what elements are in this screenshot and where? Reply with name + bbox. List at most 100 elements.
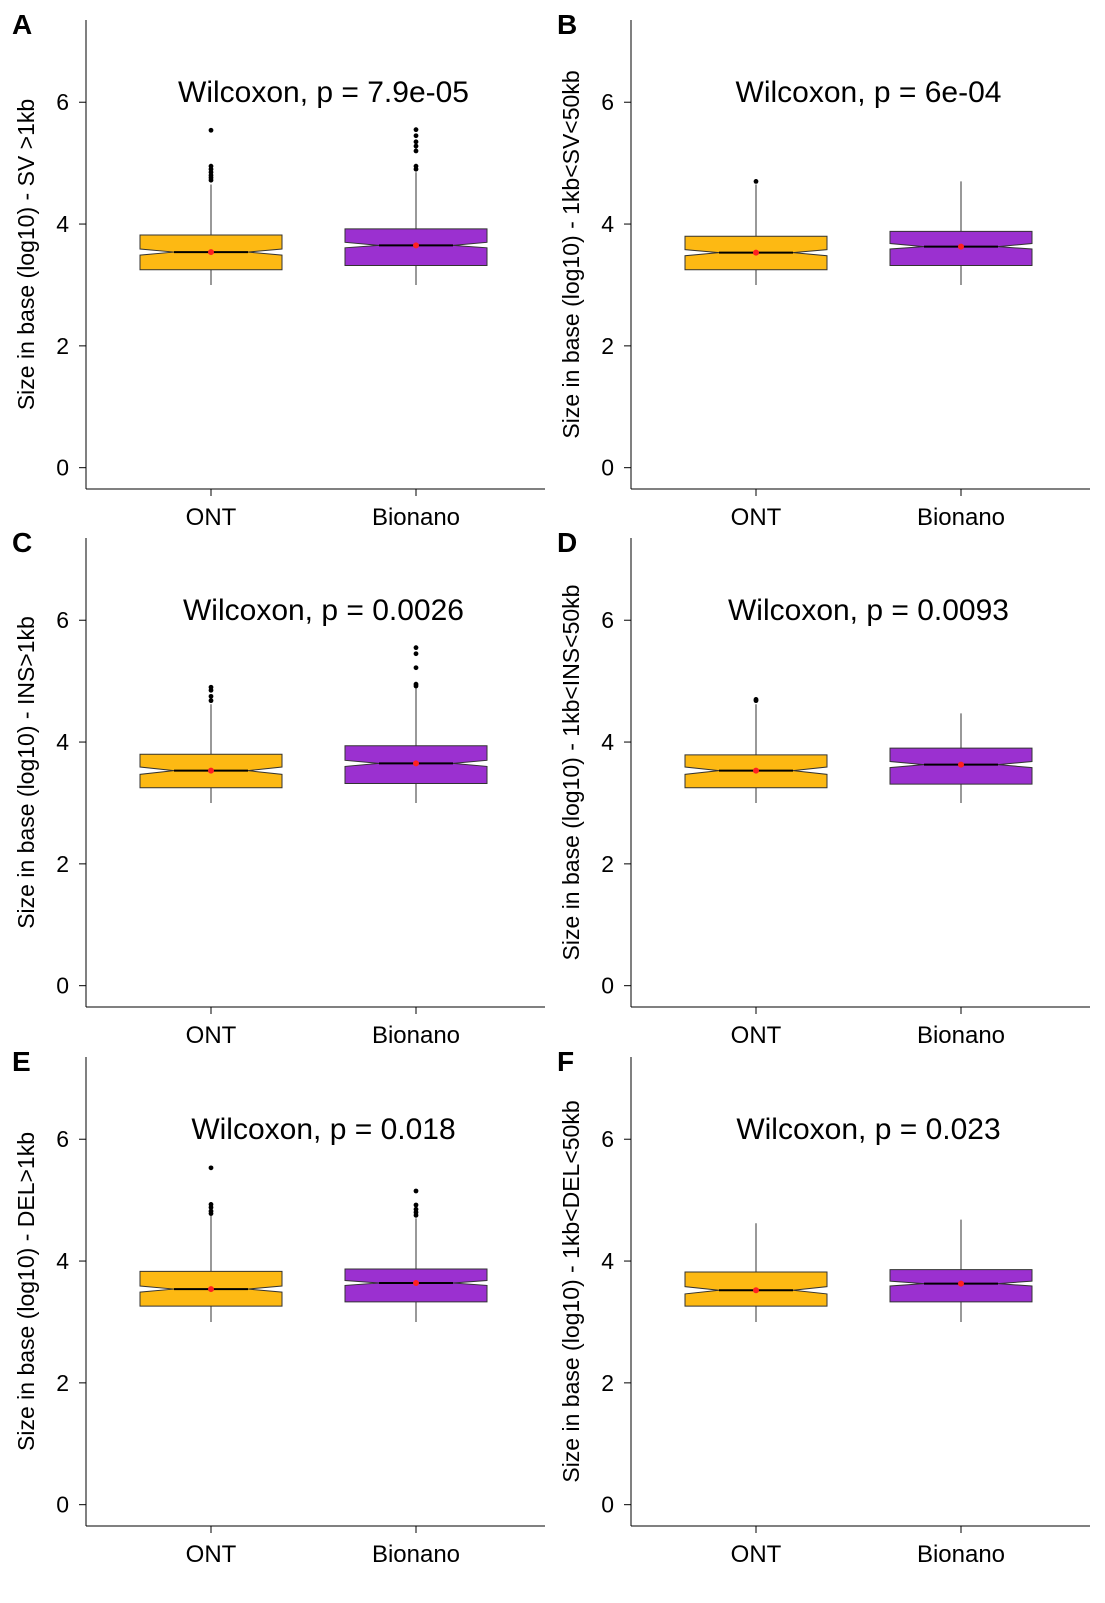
wilcoxon-annotation: Wilcoxon, p = 7.9e-05 xyxy=(178,76,469,109)
y-tick-label: 2 xyxy=(56,1370,69,1396)
wilcoxon-annotation: Wilcoxon, p = 0.0026 xyxy=(183,594,464,627)
y-tick-label: 4 xyxy=(56,211,69,237)
y-tick-label: 0 xyxy=(601,455,614,481)
x-category-label: ONT xyxy=(186,1022,237,1049)
outlier-point xyxy=(208,684,214,690)
box-bionano xyxy=(889,181,1033,285)
y-tick-label: 6 xyxy=(601,1126,614,1152)
boxplot-svg: A 0 2 4 6 Size in base (log10) - SV >1kb Wilco… xyxy=(12,9,545,531)
outlier-point xyxy=(413,1188,419,1194)
box-ont xyxy=(139,684,283,803)
panel-letter: B xyxy=(557,9,577,40)
y-tick-label: 2 xyxy=(601,1370,614,1396)
x-category-label: Bionano xyxy=(917,1022,1005,1049)
x-category-label: ONT xyxy=(186,1541,237,1568)
y-tick-label: 4 xyxy=(56,729,69,755)
x-category-label: ONT xyxy=(186,504,237,531)
box-bionano xyxy=(344,127,488,285)
outlier-point xyxy=(413,1206,419,1212)
y-axis-label: Size in base (log10) - 1kb<INS<50kb xyxy=(558,585,584,961)
boxplot-svg: E 0 2 4 6 Size in base (log10) - DEL>1kb Wilco… xyxy=(12,1046,545,1568)
panel-letter: F xyxy=(557,1046,574,1077)
y-axis-label: Size in base (log10) - SV >1kb xyxy=(13,99,39,410)
boxplot-svg: F 0 2 4 6 Size in base (log10) - 1kb<DEL<50kb… xyxy=(557,1046,1090,1568)
x-category-label: ONT xyxy=(731,1022,782,1049)
y-tick-label: 2 xyxy=(56,851,69,877)
mean-marker xyxy=(753,249,759,256)
panel-letter: E xyxy=(12,1046,31,1077)
outlier-point xyxy=(753,697,759,702)
y-tick-label: 4 xyxy=(601,211,614,237)
y-tick-label: 4 xyxy=(56,1248,69,1274)
y-tick-label: 6 xyxy=(601,607,614,633)
chart-panel-a: A 0 2 4 6 Size in base (log10) - SV >1kb Wilco… xyxy=(0,0,552,534)
y-tick-label: 0 xyxy=(56,973,69,999)
y-tick-label: 2 xyxy=(601,851,614,877)
mean-marker xyxy=(958,243,964,250)
boxplot-svg: C 0 2 4 6 Size in base (log10) - INS>1kb Wilco… xyxy=(12,527,545,1049)
y-tick-label: 0 xyxy=(601,1492,614,1518)
outlier-point xyxy=(413,139,419,145)
chart-panel-b: B 0 2 4 6 Size in base (log10) - 1kb<SV<50kb W… xyxy=(545,0,1097,534)
outlier-point xyxy=(208,693,214,699)
outlier-point xyxy=(208,1208,214,1214)
box-ont xyxy=(139,1165,283,1322)
y-tick-label: 6 xyxy=(601,89,614,115)
box-bionano xyxy=(889,713,1033,803)
x-category-label: Bionano xyxy=(917,1541,1005,1568)
y-tick-label: 6 xyxy=(56,89,69,115)
mean-marker xyxy=(208,767,214,774)
outlier-point xyxy=(413,665,419,671)
y-tick-label: 0 xyxy=(56,455,69,481)
mean-marker xyxy=(753,1287,759,1294)
y-tick-label: 6 xyxy=(56,607,69,633)
y-tick-label: 0 xyxy=(56,1492,69,1518)
outlier-point xyxy=(413,148,419,154)
box-ont xyxy=(684,179,828,285)
chart-panel-c: C 0 2 4 6 Size in base (log10) - INS>1kb Wilco… xyxy=(0,518,552,1052)
outlier-point xyxy=(413,143,419,149)
outlier-point xyxy=(208,163,214,169)
x-category-label: ONT xyxy=(731,504,782,531)
y-axis-label: Size in base (log10) - DEL>1kb xyxy=(13,1132,39,1451)
y-axis-label: Size in base (log10) - 1kb<DEL<50kb xyxy=(558,1100,584,1482)
wilcoxon-annotation: Wilcoxon, p = 0.018 xyxy=(191,1113,455,1146)
outlier-point xyxy=(753,179,759,184)
outlier-point xyxy=(413,651,419,657)
box-bionano xyxy=(889,1219,1033,1322)
outlier-point xyxy=(413,163,419,169)
panel-letter: A xyxy=(12,9,32,40)
x-category-label: Bionano xyxy=(372,1022,460,1049)
y-tick-label: 4 xyxy=(601,729,614,755)
mean-marker xyxy=(413,760,419,767)
wilcoxon-annotation: Wilcoxon, p = 0.023 xyxy=(736,1113,1000,1146)
y-axis-label: Size in base (log10) - 1kb<SV<50kb xyxy=(558,70,584,438)
mean-marker xyxy=(413,1279,419,1286)
outlier-point xyxy=(413,133,419,139)
y-tick-label: 0 xyxy=(601,973,614,999)
mean-marker xyxy=(208,249,214,256)
outlier-point xyxy=(208,1202,214,1207)
y-tick-label: 6 xyxy=(56,1126,69,1152)
y-tick-label: 2 xyxy=(601,333,614,359)
x-category-label: ONT xyxy=(731,1541,782,1568)
boxplot-svg: D 0 2 4 6 Size in base (log10) - 1kb<INS<50kb… xyxy=(557,527,1090,1049)
mean-marker xyxy=(958,761,964,768)
panel-letter: D xyxy=(557,527,577,558)
outlier-point xyxy=(413,645,419,651)
chart-panel-f: F 0 2 4 6 Size in base (log10) - 1kb<DEL<50kb… xyxy=(545,1037,1097,1571)
chart-panel-e: E 0 2 4 6 Size in base (log10) - DEL>1kb Wilco… xyxy=(0,1037,552,1571)
mean-marker xyxy=(958,1280,964,1287)
wilcoxon-annotation: Wilcoxon, p = 0.0093 xyxy=(728,594,1009,627)
boxplot-svg: B 0 2 4 6 Size in base (log10) - 1kb<SV<50kb W… xyxy=(557,9,1090,531)
x-category-label: Bionano xyxy=(372,1541,460,1568)
box-bionano xyxy=(344,645,488,803)
y-tick-label: 4 xyxy=(601,1248,614,1274)
mean-marker xyxy=(208,1286,214,1293)
box-ont xyxy=(139,127,283,285)
outlier-point xyxy=(413,681,419,687)
outlier-point xyxy=(413,127,419,133)
box-ont xyxy=(684,697,828,803)
outlier-point xyxy=(208,127,214,133)
mean-marker xyxy=(753,767,759,774)
